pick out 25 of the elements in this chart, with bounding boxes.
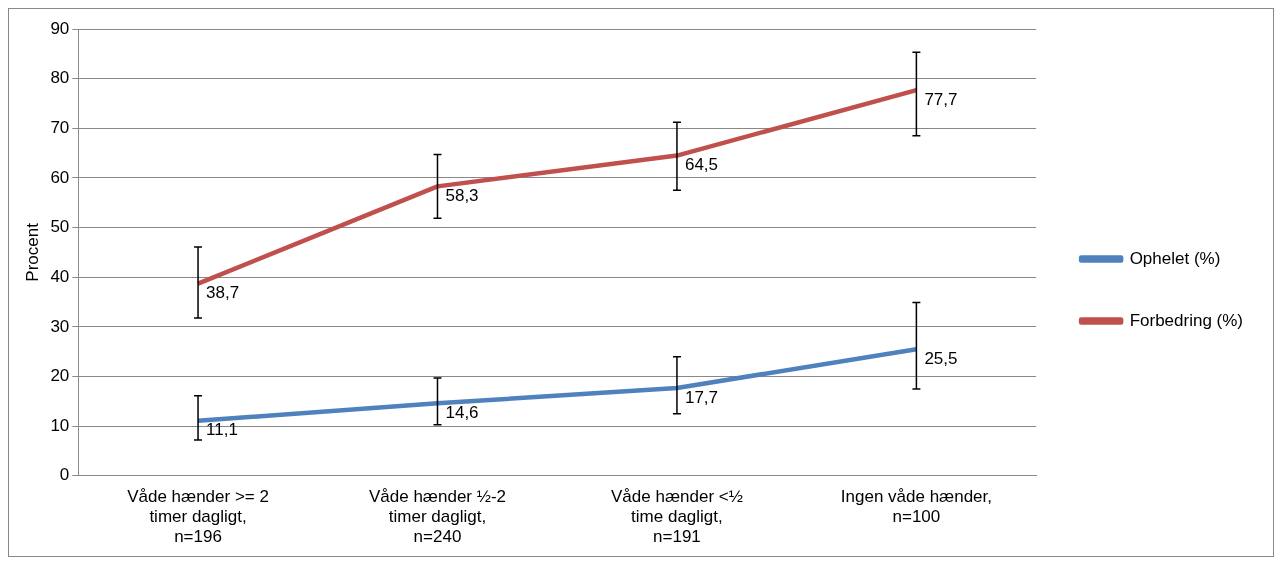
y-tick-label: 10 [50,415,70,435]
data-label: 14,6 [445,403,479,423]
data-label: 17,7 [684,387,719,407]
y-tick-label: 0 [59,465,70,485]
legend-label: Forbedring (%) [1129,310,1243,330]
data-label: 25,5 [924,348,958,368]
y-tick-label: 40 [50,266,70,286]
y-axis-title: Procent [22,222,42,282]
y-tick-label: 50 [50,217,70,237]
y-tick-label: 90 [50,18,70,38]
data-label: 64,5 [684,155,719,175]
data-label: 58,3 [445,186,479,206]
legend-label: Ophelet (%) [1129,248,1221,268]
x-tick-label: Våde hænder >= 2 timer dagligt, n=196 [127,486,269,547]
y-tick-label: 80 [50,68,70,88]
x-tick-label: Våde hænder ½-2 timer dagligt, n=240 [368,486,507,547]
data-label: 11,1 [206,420,238,440]
y-tick-label: 70 [50,117,70,137]
data-label: 77,7 [924,89,958,109]
x-tick-label: Våde hænder <½ time dagligt, n=191 [611,486,743,547]
y-tick-label: 20 [50,366,70,386]
x-tick-label: Ingen våde hænder, n=100 [840,486,993,527]
y-tick-label: 60 [50,167,70,187]
y-tick-label: 30 [50,316,70,336]
data-label: 38,7 [206,283,240,303]
